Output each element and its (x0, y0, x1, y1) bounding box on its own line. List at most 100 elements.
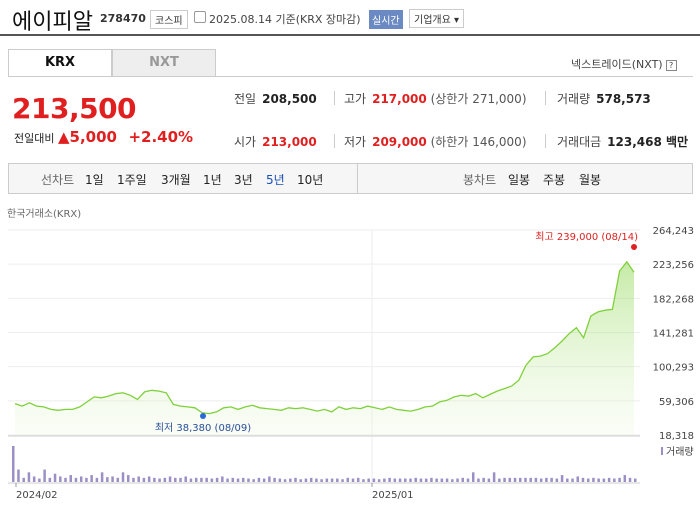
y-tick-label: 100,293 (653, 363, 694, 374)
y-tick-label: 223,256 (653, 260, 694, 271)
stat-label: 시가 (234, 135, 257, 149)
volume-bar (534, 477, 538, 482)
volume-bar (200, 477, 203, 482)
volume-bar (613, 478, 616, 482)
volume-bar (168, 476, 172, 482)
realtime-badge[interactable]: 실시간 (369, 10, 403, 29)
volume-bar (231, 477, 235, 482)
volume-bar (53, 473, 57, 482)
price-area (15, 261, 634, 435)
stat-label: 고가 (344, 92, 367, 106)
low-annotation: 최저 38,380 (08/09) (155, 422, 251, 434)
change-amount: ▲5,000 (57, 128, 117, 146)
stat-label: 저가 (344, 135, 367, 149)
volume-bar (550, 477, 553, 482)
divider (545, 134, 546, 148)
volume-bar (252, 479, 255, 482)
volume-bar (309, 477, 313, 482)
volume-bar (503, 477, 506, 482)
volume-bar (576, 476, 580, 482)
volume-bar (74, 477, 78, 482)
volume-bar (351, 478, 355, 482)
volume-bar (100, 472, 104, 482)
volume-bar (179, 477, 182, 482)
stat-value: 578,573 (596, 92, 651, 106)
help-icon[interactable]: ? (665, 60, 677, 71)
period-10y[interactable]: 10년 (297, 173, 324, 187)
volume-bar (477, 478, 480, 482)
volume-bar (367, 478, 370, 482)
candle-daily[interactable]: 일봉 (508, 173, 531, 187)
volume-bar (461, 477, 465, 482)
low-marker (200, 413, 206, 419)
divider (545, 91, 546, 105)
volume-bar (393, 478, 397, 482)
volume-bar (320, 479, 323, 482)
period-3y[interactable]: 3년 (234, 173, 253, 187)
volume-bar (116, 477, 120, 482)
nxt-info[interactable]: 넥스트레이드(NXT)? (571, 56, 677, 72)
corp-info-dropdown[interactable]: 기업개요 ▾ (409, 9, 464, 28)
volume-bar (471, 472, 475, 482)
stat-value: 208,500 (262, 92, 317, 106)
volume-bar (90, 475, 93, 482)
tab-nxt[interactable]: NXT (112, 49, 216, 77)
volume-bar (226, 478, 229, 482)
stat-low: 저가 209,000 (하한가 146,000) (344, 133, 527, 150)
stat-value: 213,000 (262, 135, 317, 149)
volume-bar (623, 475, 627, 482)
volume-bar (273, 477, 276, 482)
line-chart-label[interactable]: 선차트 (41, 173, 75, 187)
divider (357, 164, 358, 193)
period-1y[interactable]: 1년 (203, 173, 222, 187)
volume-bar (414, 477, 417, 482)
volume-bar (22, 477, 25, 482)
volume-bar (289, 478, 292, 482)
volume-bar (95, 477, 99, 482)
volume-bar (498, 478, 501, 482)
period-3m[interactable]: 3개월 (161, 173, 191, 187)
high-annotation: 최고 239,000 (08/14) (535, 231, 638, 243)
volume-bar (236, 478, 240, 482)
stat-value: 123,468 백만 (607, 135, 689, 149)
volume-bar (346, 477, 350, 482)
candle-weekly[interactable]: 주봉 (543, 173, 566, 187)
y-tick-label: 18,318 (659, 431, 694, 442)
volume-bar (330, 478, 334, 482)
candle-chart-label[interactable]: 봉차트 (463, 173, 497, 187)
volume-bar (221, 476, 224, 482)
tab-divider (8, 76, 693, 77)
period-5y[interactable]: 5년 (266, 173, 285, 187)
volume-bar (257, 477, 261, 482)
volume-bar (398, 478, 402, 482)
period-1w[interactable]: 1주일 (117, 173, 147, 187)
volume-bar (262, 478, 266, 482)
base-date: 2025.08.14 기준(KRX 장마감) (209, 13, 361, 26)
volume-bar (634, 478, 637, 482)
x-tick-label: 2024/02 (16, 490, 58, 501)
volume-bar (48, 477, 52, 482)
volume-bar (356, 477, 360, 482)
stat-trade-value: 거래대금 123,468 백만 (557, 133, 688, 150)
volume-bar (32, 476, 36, 482)
volume-bar (524, 477, 527, 482)
stock-code: 278470 (100, 12, 146, 25)
volume-bar (435, 478, 438, 482)
volume-bar (215, 477, 219, 482)
price-chart: 264,243 223,256 182,268 141,281 100,293 59,30… (8, 226, 694, 501)
stat-prev-close: 전일 208,500 (234, 90, 317, 107)
volume-bar (106, 477, 109, 482)
volume-bar (69, 475, 72, 482)
tab-krx[interactable]: KRX (8, 49, 112, 77)
volume-bar (586, 478, 590, 482)
current-price: 213,500 (12, 92, 137, 125)
nxt-info-label: 넥스트레이드(NXT) (571, 58, 663, 71)
period-1d[interactable]: 1일 (85, 173, 104, 187)
volume-bar (445, 478, 449, 482)
candle-monthly[interactable]: 월봉 (579, 173, 602, 187)
volume-bar (294, 477, 297, 482)
volume-bar (142, 477, 146, 482)
volume-bar (529, 477, 532, 482)
volume-bar (571, 478, 574, 482)
high-marker (631, 244, 637, 250)
